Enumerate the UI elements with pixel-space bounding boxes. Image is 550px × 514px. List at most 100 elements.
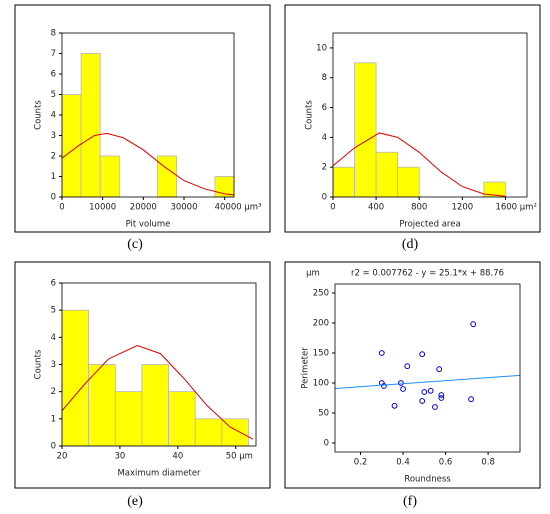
x-tick-label: 10000 [89, 203, 116, 213]
panel-label: (c) [127, 237, 143, 252]
bar [141, 364, 169, 447]
point [381, 383, 387, 389]
point [421, 389, 428, 395]
point [419, 351, 426, 358]
bar [99, 155, 120, 198]
point [378, 350, 385, 356]
point [432, 404, 438, 410]
y-tick-label: 4 [51, 111, 56, 121]
x-tick-label: 20 [57, 452, 68, 462]
y-tick-label: 50 [318, 409, 329, 419]
panel-frame [14, 4, 271, 233]
panel-label: (f) [403, 494, 417, 509]
x-axis-label: Roundness [404, 475, 451, 485]
bar [168, 391, 196, 447]
bar [194, 418, 223, 447]
y-tick-label: 150 [313, 349, 329, 359]
x-axis-label: Maximum diameter [117, 469, 201, 479]
y-tick-label: 10 [316, 43, 327, 53]
y-tick-label: 250 [313, 289, 329, 299]
y-tick-label: 1 [51, 172, 56, 182]
y-tick-label: 0 [322, 193, 327, 203]
plot-frame [332, 32, 528, 198]
y-tick-label: 7 [51, 49, 56, 59]
point [427, 387, 434, 394]
x-tick-label: 0 [330, 203, 335, 213]
bar [88, 364, 116, 447]
point [404, 363, 411, 370]
y-tick-label: 0 [324, 439, 329, 449]
y-tick-label: 3 [51, 360, 56, 370]
y-axis-label: Counts [34, 349, 44, 379]
x-tick-label: 40 [172, 452, 183, 462]
y-tick-label: 6 [322, 103, 327, 113]
x-tick-label: 0.2 [354, 458, 368, 468]
bar [80, 53, 101, 198]
fit-line [332, 132, 506, 197]
point [470, 321, 477, 328]
y-tick-label: 5 [51, 90, 56, 100]
x-tick-label: 40000 μm³ [215, 203, 262, 213]
y-tick-label: 2 [322, 163, 327, 173]
x-axis-label: Pit volume [126, 220, 171, 230]
bar [375, 151, 399, 198]
x-tick-label: 0.6 [439, 458, 453, 468]
fit-line [61, 132, 235, 196]
y-tick-label: 2 [51, 152, 56, 162]
x-tick-label: 1200 [452, 203, 474, 213]
bar [61, 309, 90, 447]
bar [157, 155, 178, 198]
panel-label: (e) [127, 494, 143, 509]
bar [332, 166, 355, 198]
x-tick-label: 30 [114, 452, 125, 462]
y-tick-label: 100 [313, 379, 329, 389]
point [391, 402, 398, 409]
chart-title: r2 = 0.007762 - y = 25.1*x + 88.76 [351, 269, 504, 279]
y-tick-label: 5 [51, 306, 56, 316]
x-tick-label: 0.8 [481, 458, 495, 468]
y-axis-label: Counts [305, 100, 315, 130]
x-tick-label: 400 [368, 203, 384, 213]
bar [114, 391, 143, 447]
point [468, 396, 474, 403]
x-tick-label: 50 μm [226, 452, 253, 462]
x-axis-label: Projected area [399, 220, 460, 230]
y-unit: μm [306, 269, 320, 279]
x-tick-label: 20000 [130, 203, 157, 213]
fit-line [334, 374, 521, 389]
y-tick-label: 0 [51, 442, 56, 452]
point [438, 395, 445, 401]
x-tick-label: 0 [59, 203, 64, 213]
panel-frame [14, 261, 271, 489]
plot-frame [334, 283, 521, 453]
panel-frame [284, 261, 541, 489]
fit-line [61, 344, 254, 440]
y-axis-label: Counts [34, 100, 44, 130]
y-tick-label: 6 [51, 70, 56, 80]
x-tick-label: 30000 [170, 203, 197, 213]
y-tick-label: 4 [322, 133, 327, 143]
panel-label: (d) [402, 237, 419, 252]
x-tick-label: 800 [411, 203, 427, 213]
point [400, 386, 406, 392]
point [419, 398, 426, 404]
y-tick-label: 0 [51, 193, 56, 203]
x-tick-label: 1600 μm² [495, 203, 536, 213]
x-tick-label: 0.4 [396, 458, 410, 468]
y-tick-label: 2 [51, 387, 56, 397]
y-tick-label: 4 [51, 333, 56, 343]
y-tick-label: 200 [313, 319, 329, 329]
y-tick-label: 6 [51, 279, 56, 289]
bar [354, 62, 377, 198]
y-tick-label: 3 [51, 131, 56, 141]
y-axis-label: Perimeter [301, 347, 311, 389]
panel-frame [284, 4, 541, 233]
bar [397, 166, 420, 198]
y-tick-label: 8 [322, 73, 327, 83]
point [438, 392, 445, 398]
y-tick-label: 1 [51, 414, 56, 424]
point [436, 366, 443, 373]
point [398, 380, 404, 386]
y-tick-label: 8 [51, 29, 56, 39]
